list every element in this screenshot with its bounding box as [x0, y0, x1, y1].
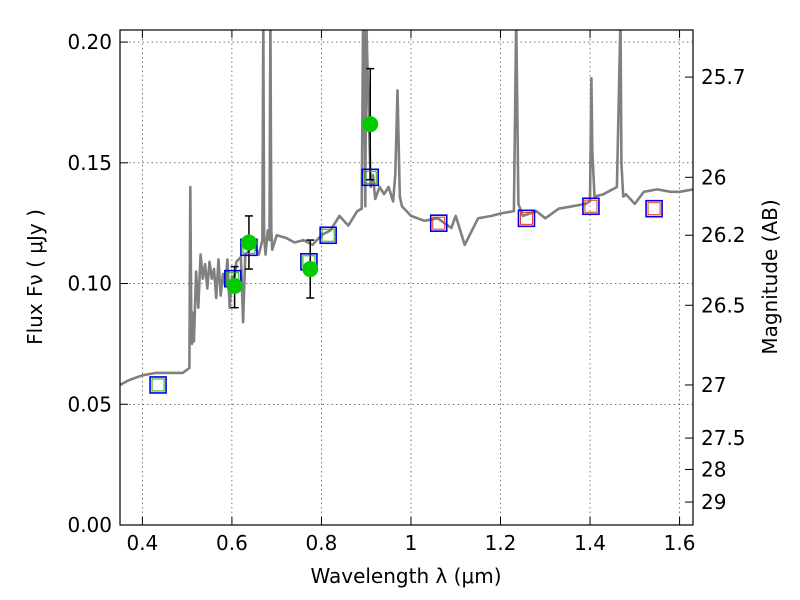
error-bars [230, 67, 375, 309]
model-photometry-square [645, 199, 663, 218]
tick-labels: 0.4 0.6 0.8 1 1.2 1.4 1.6 0.00 0.05 0.10 0.15 0.20 2… [67, 30, 745, 555]
x-tick-label: 0.8 [306, 531, 338, 555]
model-photometry-square [149, 376, 167, 394]
mag-tick-label: 25.7 [701, 65, 746, 89]
model-photometry-square [319, 226, 337, 245]
mag-tick-label: 26.2 [701, 223, 746, 247]
synthetic-band-square [584, 199, 598, 213]
synthetic-band-square [647, 202, 661, 216]
model-photometry-square [361, 168, 380, 187]
mag-tick-label: 27 [701, 373, 726, 397]
y-tick-label: 0.20 [67, 30, 112, 54]
y-tick-label: 0.15 [67, 151, 112, 175]
ticks [120, 30, 693, 526]
observed-point [362, 116, 379, 133]
mag-tick-label: 26 [701, 165, 726, 189]
y-tick-label: 0.00 [67, 513, 112, 537]
x-tick-label: 0.6 [216, 531, 248, 555]
model-photometry-square [429, 214, 448, 232]
x-tick-label: 1.4 [574, 531, 606, 555]
y-axis-label: Flux Fν ( μJy ) [23, 209, 47, 345]
model-photometry-square [582, 197, 600, 216]
observed-photometry-points [226, 116, 379, 294]
mag-tick-label: 27.5 [701, 426, 746, 450]
x-tick-label: 1 [405, 531, 418, 555]
x-tick-label: 0.4 [126, 531, 158, 555]
synthetic-band-square [363, 170, 377, 184]
synthetic-band-square [151, 378, 165, 392]
plot-frame [119, 29, 694, 526]
mag-tick-label: 28 [701, 457, 726, 481]
y-tick-label: 0.10 [67, 272, 112, 296]
model-photometry-square [517, 209, 536, 228]
synthetic-band-square [519, 211, 533, 225]
model-photometry-squares [149, 168, 663, 394]
observed-point [240, 234, 257, 251]
mag-tick-label: 29 [701, 490, 726, 514]
model-spectrum-path [120, 30, 693, 387]
observed-point [302, 261, 319, 278]
model-spectrum-line [120, 30, 693, 387]
mag-tick-label: 26.5 [701, 293, 746, 317]
y-tick-label: 0.05 [67, 392, 112, 416]
synthetic-band-square [432, 216, 446, 230]
x-tick-label: 1.6 [664, 531, 696, 555]
x-axis-label: Wavelength λ (μm) [310, 564, 501, 588]
observed-point [226, 277, 243, 294]
synthetic-band-square [321, 228, 335, 242]
x-tick-label: 1.2 [485, 531, 517, 555]
y-axis-right-label: Magnitude (AB) [758, 199, 782, 354]
